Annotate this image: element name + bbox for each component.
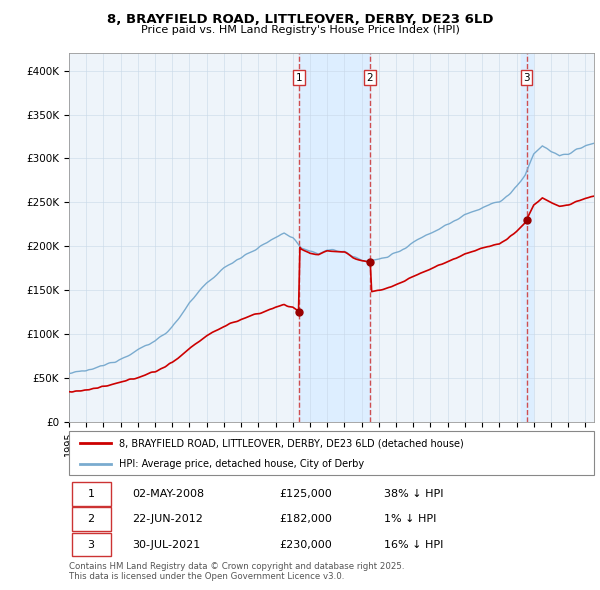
FancyBboxPatch shape: [71, 533, 111, 556]
Text: £230,000: £230,000: [279, 539, 332, 549]
Text: 2: 2: [367, 73, 373, 83]
Text: Contains HM Land Registry data © Crown copyright and database right 2025.
This d: Contains HM Land Registry data © Crown c…: [69, 562, 404, 581]
Text: HPI: Average price, detached house, City of Derby: HPI: Average price, detached house, City…: [119, 459, 364, 469]
Text: £182,000: £182,000: [279, 514, 332, 524]
Text: 3: 3: [88, 539, 95, 549]
Text: 1: 1: [296, 73, 302, 83]
Text: 38% ↓ HPI: 38% ↓ HPI: [384, 489, 443, 499]
Text: 8, BRAYFIELD ROAD, LITTLEOVER, DERBY, DE23 6LD: 8, BRAYFIELD ROAD, LITTLEOVER, DERBY, DE…: [107, 13, 493, 26]
Text: 1% ↓ HPI: 1% ↓ HPI: [384, 514, 436, 524]
FancyBboxPatch shape: [69, 431, 594, 475]
Text: 3: 3: [523, 73, 530, 83]
Text: 8, BRAYFIELD ROAD, LITTLEOVER, DERBY, DE23 6LD (detached house): 8, BRAYFIELD ROAD, LITTLEOVER, DERBY, DE…: [119, 438, 464, 448]
Text: Price paid vs. HM Land Registry's House Price Index (HPI): Price paid vs. HM Land Registry's House …: [140, 25, 460, 35]
Bar: [521, 53, 533, 422]
Bar: [299, 53, 370, 422]
Text: 30-JUL-2021: 30-JUL-2021: [132, 539, 200, 549]
Text: 02-MAY-2008: 02-MAY-2008: [132, 489, 204, 499]
Text: 22-JUN-2012: 22-JUN-2012: [132, 514, 203, 524]
Text: £125,000: £125,000: [279, 489, 332, 499]
Text: 1: 1: [88, 489, 95, 499]
FancyBboxPatch shape: [71, 507, 111, 531]
Text: 2: 2: [88, 514, 95, 524]
Text: 16% ↓ HPI: 16% ↓ HPI: [384, 539, 443, 549]
FancyBboxPatch shape: [71, 482, 111, 506]
